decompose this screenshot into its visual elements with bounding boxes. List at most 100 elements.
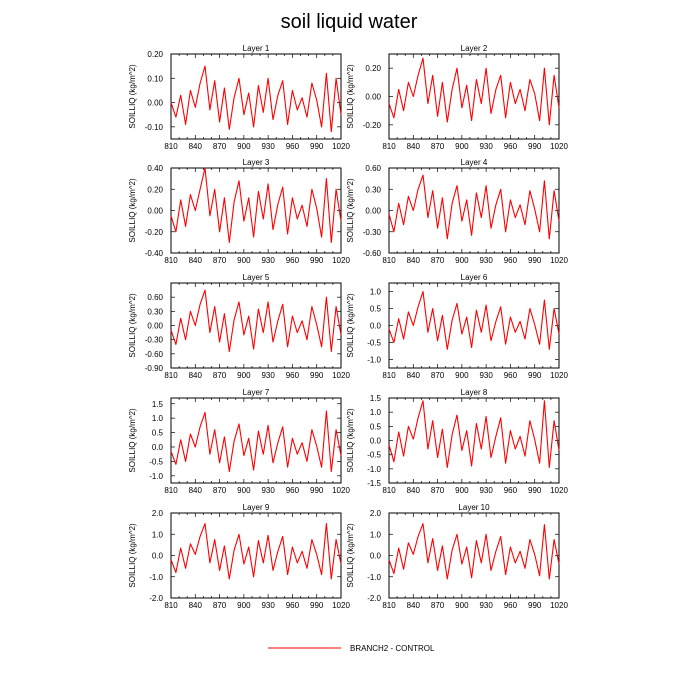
y-tick-label: 0.0: [370, 552, 382, 561]
y-axis-label: SOILLIQ (kg/m^2): [346, 408, 355, 473]
y-tick-label: 0.00: [365, 93, 381, 102]
series-line: [388, 290, 560, 350]
y-axis-label: SOILLIQ (kg/m^2): [128, 523, 137, 588]
y-tick-label: -0.5: [367, 339, 381, 348]
y-tick-label: -0.20: [363, 121, 382, 130]
x-tick-label: 810: [164, 142, 178, 151]
panels: Layer 1 810 840 870 900 930 960 990 1020 -0.10 0.0…: [128, 44, 568, 610]
x-tick-label: 960: [286, 371, 300, 380]
x-tick-label: 870: [213, 486, 227, 495]
x-tick-label: 960: [286, 601, 300, 610]
y-tick-label: 2.0: [152, 509, 164, 518]
x-tick-label: 870: [431, 486, 445, 495]
x-tick-label: 960: [504, 486, 518, 495]
x-tick-label: 930: [261, 601, 275, 610]
y-tick-label: 1.0: [370, 288, 382, 297]
x-tick-label: 1020: [332, 601, 350, 610]
panel-layer-9: Layer 9 810 840 870 900 930 960 990 1020 -2.0 -1.0…: [128, 503, 350, 610]
x-tick-label: 810: [164, 486, 178, 495]
y-axis-label: SOILLIQ (kg/m^2): [128, 64, 137, 129]
panel-title: Layer 4: [461, 158, 488, 167]
x-tick-label: 840: [407, 371, 421, 380]
x-tick-label: 870: [431, 256, 445, 265]
x-tick-label: 1020: [550, 601, 568, 610]
x-tick-label: 840: [189, 142, 203, 151]
y-axis-label: SOILLIQ (kg/m^2): [346, 178, 355, 243]
x-tick-label: 900: [455, 371, 469, 380]
x-tick-label: 810: [164, 371, 178, 380]
x-tick-label: 990: [310, 256, 324, 265]
x-tick-label: 870: [431, 601, 445, 610]
x-tick-label: 900: [237, 601, 251, 610]
y-tick-label: 1.0: [370, 530, 382, 539]
y-tick-label: -0.30: [145, 336, 164, 345]
y-tick-label: 0.0: [370, 437, 382, 446]
y-tick-label: -0.90: [145, 364, 164, 373]
panel-layer-5: Layer 5 810 840 870 900 930 960 990 1020 -0.90 -0.…: [128, 273, 350, 380]
x-tick-label: 1020: [332, 142, 350, 151]
y-tick-label: 0.20: [365, 64, 381, 73]
x-tick-label: 990: [528, 601, 542, 610]
y-axis-label: SOILLIQ (kg/m^2): [346, 293, 355, 358]
panel-title: Layer 6: [461, 273, 488, 282]
y-tick-label: 0.0: [370, 322, 382, 331]
plot-frame: [170, 53, 342, 140]
x-tick-label: 840: [407, 142, 421, 151]
x-tick-label: 840: [189, 601, 203, 610]
series-line: [170, 410, 342, 473]
legend: BRANCH2 - CONTROL: [268, 644, 435, 653]
panel-title: Layer 2: [461, 44, 488, 53]
series-line: [388, 174, 560, 240]
series-line: [170, 167, 342, 243]
y-tick-label: 0.10: [147, 74, 163, 83]
panel-title: Layer 3: [243, 158, 270, 167]
x-tick-label: 900: [455, 142, 469, 151]
x-tick-label: 870: [431, 371, 445, 380]
panel-layer-6: Layer 6 810 840 870 900 930 960 990 1020 -1.0 -0.5…: [346, 273, 568, 380]
x-tick-label: 960: [504, 142, 518, 151]
x-tick-label: 1020: [332, 371, 350, 380]
x-tick-label: 990: [528, 142, 542, 151]
y-tick-label: 1.0: [152, 530, 164, 539]
y-axis-label: SOILLIQ (kg/m^2): [128, 178, 137, 243]
y-tick-label: 1.0: [152, 414, 164, 423]
x-tick-label: 900: [237, 142, 251, 151]
x-tick-label: 1020: [550, 371, 568, 380]
plot-frame: [170, 397, 342, 484]
y-tick-label: -1.0: [149, 573, 163, 582]
y-tick-label: 0.20: [147, 185, 163, 194]
x-tick-label: 990: [528, 486, 542, 495]
series-line: [388, 57, 560, 126]
panel-layer-4: Layer 4 810 840 870 900 930 960 990 1020 -0.60 -0.…: [346, 158, 568, 265]
x-tick-label: 870: [213, 256, 227, 265]
x-tick-label: 900: [455, 486, 469, 495]
panel-layer-7: Layer 7 810 840 870 900 930 960 990 1020 -1.0 -0.5…: [128, 388, 350, 495]
x-tick-label: 900: [237, 256, 251, 265]
x-tick-label: 900: [455, 601, 469, 610]
y-tick-label: 0.20: [147, 50, 163, 59]
y-axis-label: SOILLIQ (kg/m^2): [346, 64, 355, 129]
x-tick-label: 870: [431, 142, 445, 151]
x-tick-label: 1020: [550, 486, 568, 495]
y-tick-label: 0.60: [147, 293, 163, 302]
y-axis-label: SOILLIQ (kg/m^2): [346, 523, 355, 588]
x-tick-label: 900: [237, 486, 251, 495]
y-tick-label: -1.0: [367, 573, 381, 582]
x-tick-label: 1020: [550, 256, 568, 265]
y-tick-label: -0.40: [145, 249, 164, 258]
x-tick-label: 810: [164, 256, 178, 265]
x-tick-label: 960: [504, 256, 518, 265]
y-tick-label: -1.0: [367, 356, 381, 365]
x-tick-label: 990: [310, 601, 324, 610]
series-line: [170, 289, 342, 353]
y-tick-label: 0.40: [147, 164, 163, 173]
panel-layer-8: Layer 8 810 840 870 900 930 960 990 1020 -1.5 -1.0…: [346, 388, 568, 495]
x-tick-label: 810: [164, 601, 178, 610]
x-tick-label: 810: [382, 256, 396, 265]
x-tick-label: 960: [286, 486, 300, 495]
x-tick-label: 930: [261, 371, 275, 380]
panel-layer-2: Layer 2 810 840 870 900 930 960 990 1020 -0.20 0.0…: [346, 44, 568, 151]
panel-title: Layer 5: [243, 273, 270, 282]
x-tick-label: 960: [286, 256, 300, 265]
x-tick-label: 870: [213, 142, 227, 151]
